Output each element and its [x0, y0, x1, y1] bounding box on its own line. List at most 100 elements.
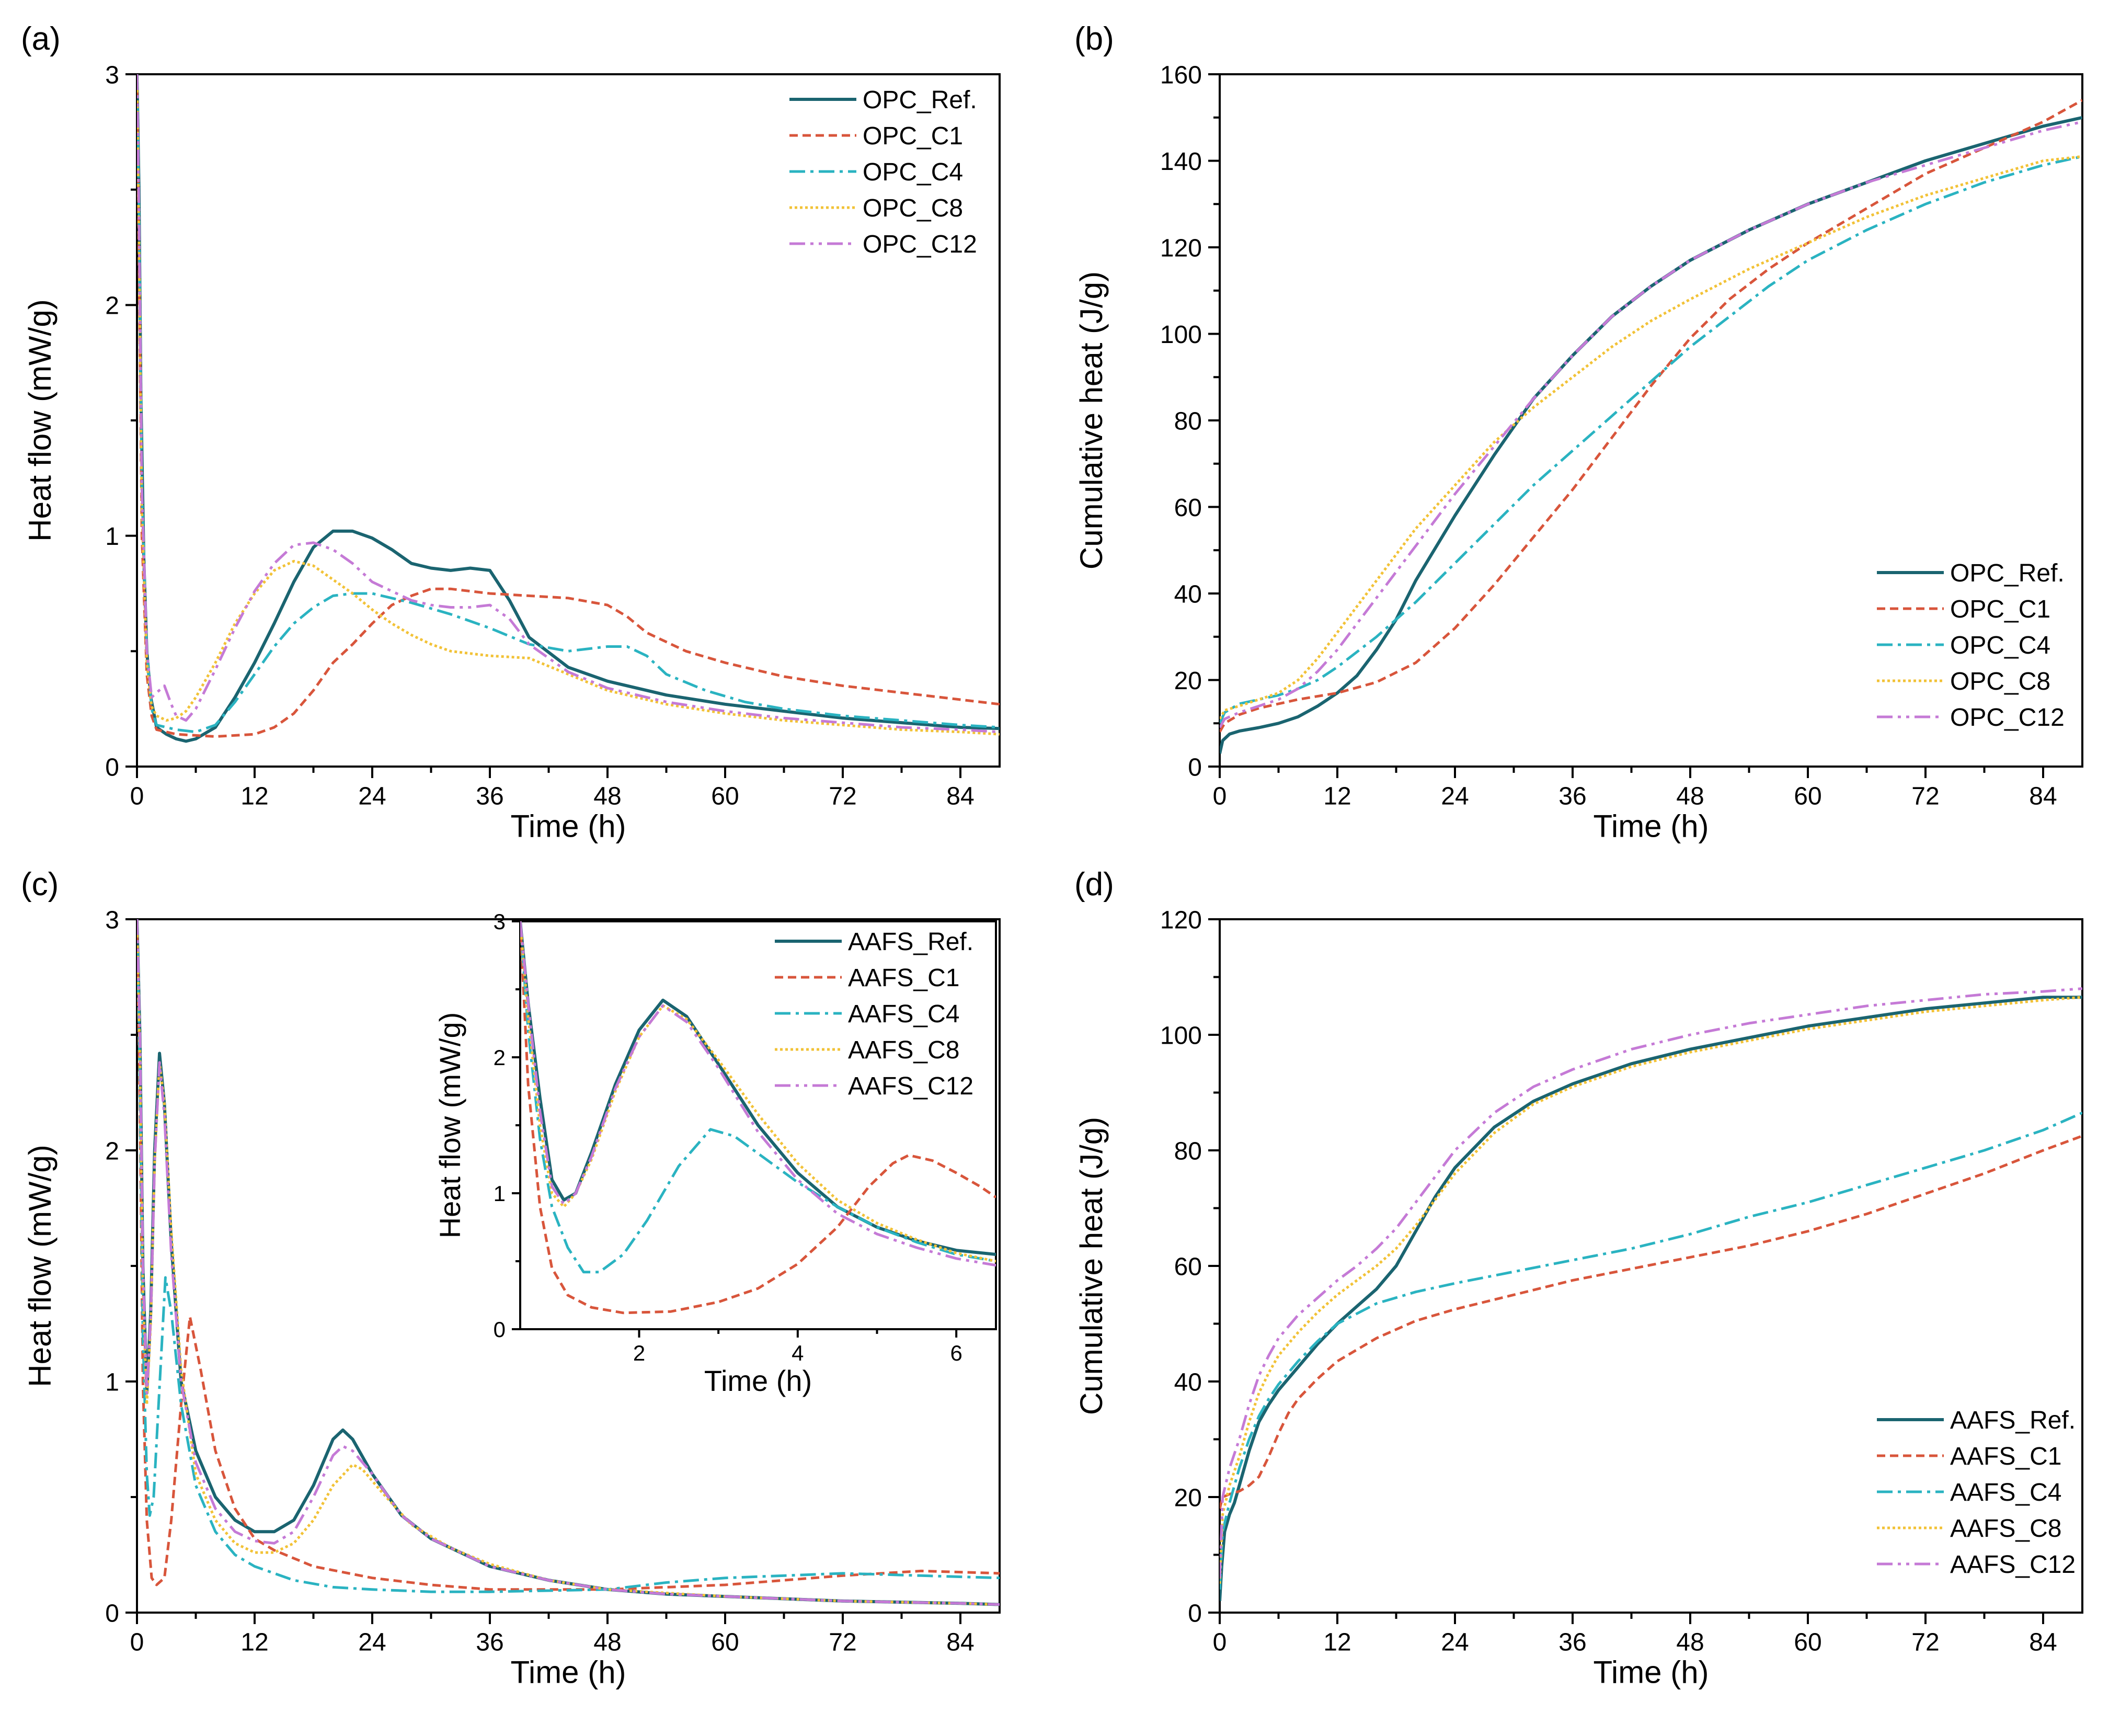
x-tick-label: 12 [1323, 782, 1351, 810]
x-tick-label: 24 [1441, 782, 1469, 810]
x-tick-label: 60 [1794, 782, 1821, 810]
y-tick-label: 40 [1174, 1368, 1202, 1396]
legend-entry-label: OPC_C8 [863, 195, 963, 222]
legend-entry-label: AAFS_C8 [1950, 1515, 2061, 1543]
x-tick-label: 48 [593, 1628, 621, 1656]
y-tick-label: 60 [1174, 1253, 1202, 1281]
y-tick-label: 0 [494, 1317, 506, 1342]
x-tick-label: 60 [1794, 1628, 1821, 1656]
x-tick-label: 12 [240, 782, 268, 810]
panel-d: (d) 0 12 24 36 48 60 72 84 0 20 40 60 80 100 120 Time (h… [1074, 866, 2083, 1689]
series-line-c12 [1220, 120, 2082, 728]
legend-entry-label: AAFS_C8 [848, 1036, 959, 1064]
x-tick-label: 72 [1911, 1628, 1939, 1656]
series-line-c4 [1220, 155, 2082, 724]
legend-entry-label: OPC_Ref. [1950, 559, 2065, 587]
y-axis-label: Cumulative heat (J/g) [1074, 1117, 1109, 1415]
y-tick-label: 0 [105, 1600, 119, 1627]
y-tick-label: 80 [1174, 1137, 1202, 1165]
y-tick-label: 60 [1174, 494, 1202, 522]
series-line-c8 [1220, 155, 2082, 720]
series-line-ref [1220, 116, 2082, 754]
legend-entry-label: OPC_C1 [1950, 596, 2050, 623]
series-line-c1-inset [520, 921, 996, 1315]
y-tick-label: 3 [494, 909, 506, 934]
series-line-ref [1220, 996, 2082, 1602]
x-tick-label: 84 [946, 1628, 974, 1656]
legend-entry-label: OPC_C8 [1950, 668, 2050, 695]
x-tick-label: 0 [1213, 782, 1227, 810]
series-line-c12 [137, 74, 1000, 734]
y-tick-label: 40 [1174, 580, 1202, 608]
legend-entry-label: AAFS_C1 [1950, 1443, 2061, 1470]
x-tick-label: 24 [1441, 1628, 1469, 1656]
x-tick-label: 72 [1911, 782, 1939, 810]
x-tick-label: 36 [476, 1628, 503, 1656]
x-tick-label: 0 [130, 1628, 144, 1656]
x-tick-label: 36 [1558, 782, 1586, 810]
series-line-c4 [137, 74, 1000, 734]
series-line-c1 [1220, 1135, 2082, 1509]
y-axis-label: Heat flow (mW/g) [22, 299, 58, 541]
y-tick-label: 1 [494, 1181, 506, 1206]
x-tick-label: 72 [829, 1628, 856, 1656]
y-tick-label: 2 [494, 1045, 506, 1070]
y-axis-label: Heat flow (mW/g) [22, 1145, 58, 1387]
x-tick-label: 60 [711, 1628, 739, 1656]
series-line-c4-inset [520, 921, 996, 1274]
legend-entry-label: AAFS_C12 [848, 1072, 973, 1100]
panel-label: (c) [21, 866, 59, 903]
series-line-c12-inset [520, 921, 996, 1267]
x-tick-label: 36 [476, 782, 503, 810]
x-tick-label: 12 [240, 1628, 268, 1656]
panel-b: (b) 0 12 24 36 48 60 72 84 0 20 40 60 80 100 120 140 160 T… [1074, 21, 2083, 843]
x-axis-label: Time (h) [510, 1654, 626, 1689]
x-tick-label: 84 [2029, 1628, 2057, 1656]
legend-entry-label: OPC_C12 [863, 231, 977, 258]
y-tick-label: 100 [1160, 1022, 1202, 1049]
x-axis-label: Time (h) [510, 808, 626, 843]
y-tick-label: 1 [105, 523, 119, 551]
series-line-c1 [137, 74, 1000, 738]
y-tick-label: 3 [105, 61, 119, 89]
y-tick-label: 100 [1160, 321, 1202, 349]
legend-entry-label: OPC_C12 [1950, 704, 2065, 732]
x-tick-label: 12 [1323, 1628, 1351, 1656]
y-tick-label: 0 [1188, 753, 1202, 781]
inset-panel: 2 4 6 0 1 2 3 Time (h) Heat flow (mW/g) [433, 909, 997, 1397]
x-tick-label: 24 [358, 782, 386, 810]
x-tick-label: 36 [1558, 1628, 1586, 1656]
x-tick-label: 0 [130, 782, 144, 810]
legend-entry-label: OPC_C4 [863, 158, 963, 186]
x-tick-label: 48 [1676, 782, 1704, 810]
legend-entry-label: AAFS_C4 [848, 1000, 959, 1028]
legend-entry-label: AAFS_Ref. [1950, 1407, 2076, 1434]
legend-entry-label: AAFS_C1 [848, 964, 959, 992]
y-axis-label: Cumulative heat (J/g) [1074, 271, 1109, 569]
legend-entry-label: AAFS_C4 [1950, 1479, 2061, 1506]
x-axis-label: Time (h) [1593, 1654, 1709, 1689]
y-tick-label: 2 [105, 292, 119, 320]
x-axis-label: Time (h) [1593, 808, 1709, 843]
x-tick-label: 48 [593, 782, 621, 810]
series-line-c1 [1220, 99, 2082, 733]
y-tick-label: 20 [1174, 667, 1202, 695]
y-tick-label: 1 [105, 1368, 119, 1396]
y-tick-label: 120 [1160, 234, 1202, 262]
panel-label: (b) [1074, 21, 1114, 57]
legend-entry-label: AAFS_Ref. [848, 928, 973, 956]
y-tick-label: 120 [1160, 906, 1202, 934]
y-tick-label: 0 [1188, 1600, 1202, 1627]
legend-entry-label: OPC_C1 [863, 122, 963, 150]
y-tick-label: 160 [1160, 61, 1202, 89]
panel-label: (d) [1074, 866, 1114, 903]
series-line-c4 [137, 919, 1000, 1593]
y-axis-label: Heat flow (mW/g) [433, 1012, 466, 1239]
x-axis-label: Time (h) [704, 1364, 812, 1397]
series-line-c12 [1220, 987, 2082, 1578]
x-tick-label: 24 [358, 1628, 386, 1656]
legend-entry-label: OPC_C4 [1950, 632, 2050, 659]
series-line-c4 [1220, 1111, 2082, 1590]
